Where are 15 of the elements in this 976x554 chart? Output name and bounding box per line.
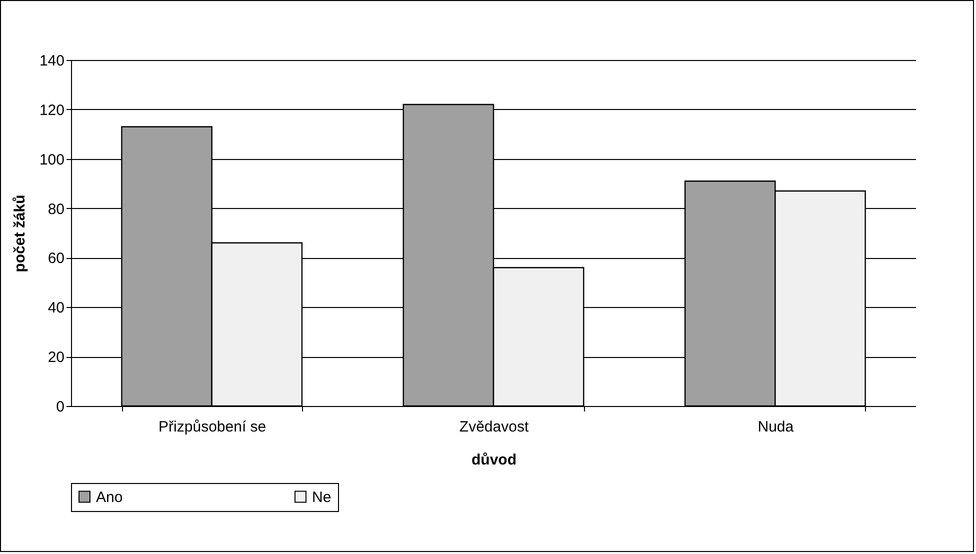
- y-tick-label: 60: [48, 250, 64, 268]
- x-tick-label: Zvědavost: [459, 418, 530, 436]
- y-tick-label: 0: [56, 398, 64, 416]
- x-tick-label: Přizpůsobení se: [158, 418, 266, 436]
- y-tick-label: 80: [48, 200, 64, 218]
- y-tick-label: 120: [39, 102, 64, 119]
- y-tick-label: 40: [48, 300, 64, 317]
- y-tick-label: 140: [39, 52, 64, 70]
- y-tick-label: 100: [39, 151, 64, 168]
- x-axis-title: důvod: [472, 452, 516, 468]
- legend-label: Ne: [312, 488, 332, 506]
- legend-label: Ano: [96, 488, 123, 506]
- x-tick-label: Nuda: [758, 418, 794, 436]
- y-axis-title: počet žáků: [11, 194, 28, 272]
- y-tick-label: 20: [48, 349, 64, 366]
